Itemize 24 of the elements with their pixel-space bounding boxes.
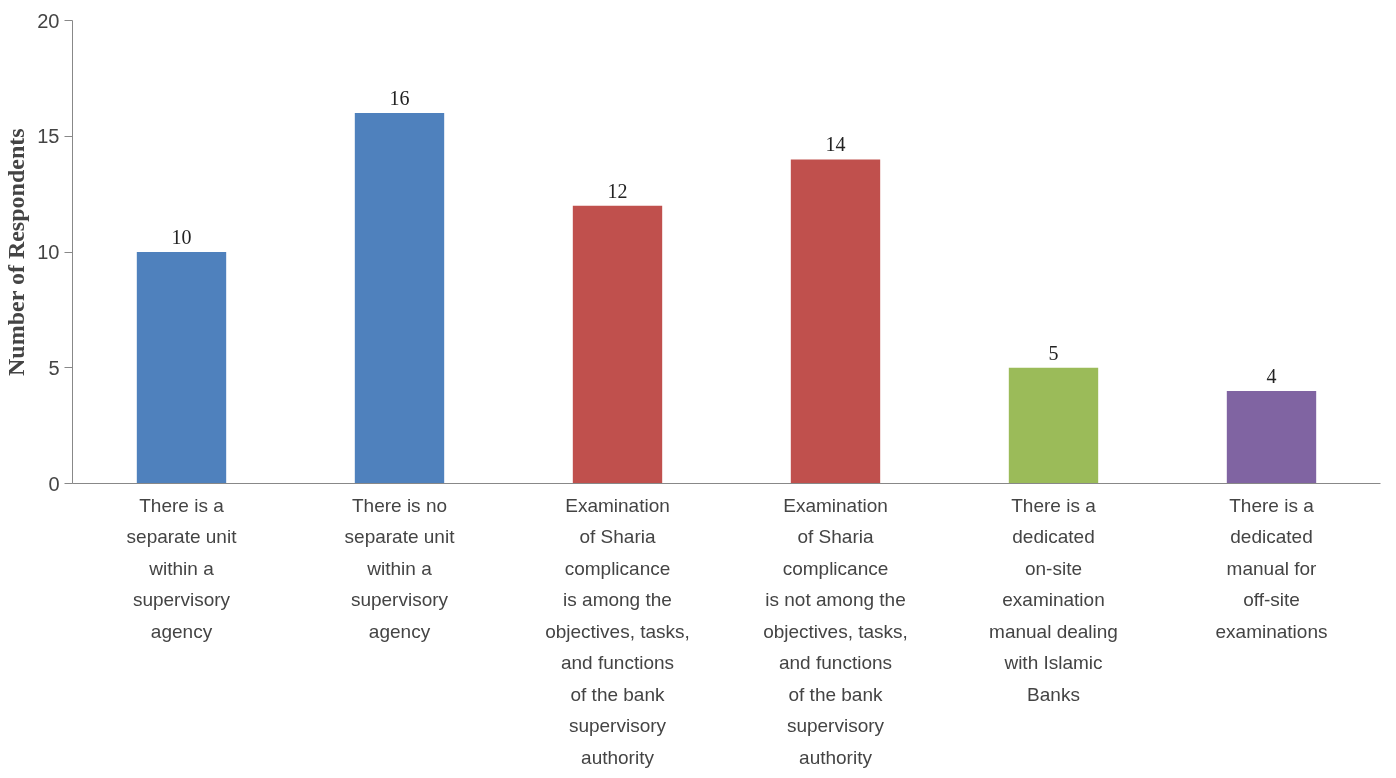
category-label: Examination of Sharia complicance is not among the objectives, tasks, and functions of the bank supervisory authority: [763, 494, 908, 768]
y-tick-label: 10: [37, 241, 60, 263]
bar: [136, 252, 227, 484]
x-tick-label: There is a dedicated on-site examination manual dealing with Islamic Banks: [989, 494, 1118, 705]
y-tick-label: 20: [37, 9, 60, 32]
bar: [1008, 367, 1099, 484]
x-tick-label: There is a dedicated manual for off-site examinations: [1215, 494, 1328, 642]
data-label: 14: [825, 133, 846, 156]
y-axis-title: Number of Respondents: [3, 128, 30, 377]
category-label: Examination of Sharia complicance is among the objectives, tasks, and functions of the bank supervisory authority: [545, 494, 690, 768]
y-tick-label: 0: [48, 472, 60, 495]
bar: [1226, 390, 1317, 484]
bar: [790, 159, 881, 484]
data-label: 10: [171, 226, 192, 248]
data-label: 12: [607, 179, 628, 202]
data-label: 16: [389, 87, 410, 110]
bar: [354, 113, 445, 484]
x-tick-label: There is no separate unit within a supervisory agency: [344, 494, 456, 642]
y-tick-label: 15: [37, 125, 60, 148]
data-label: 5: [1048, 341, 1059, 364]
bar: [572, 205, 663, 484]
data-label: 4: [1266, 364, 1277, 387]
y-tick-label: 5: [48, 356, 60, 379]
x-tick-label: There is a separate unit within a supervisory agency: [126, 494, 238, 642]
